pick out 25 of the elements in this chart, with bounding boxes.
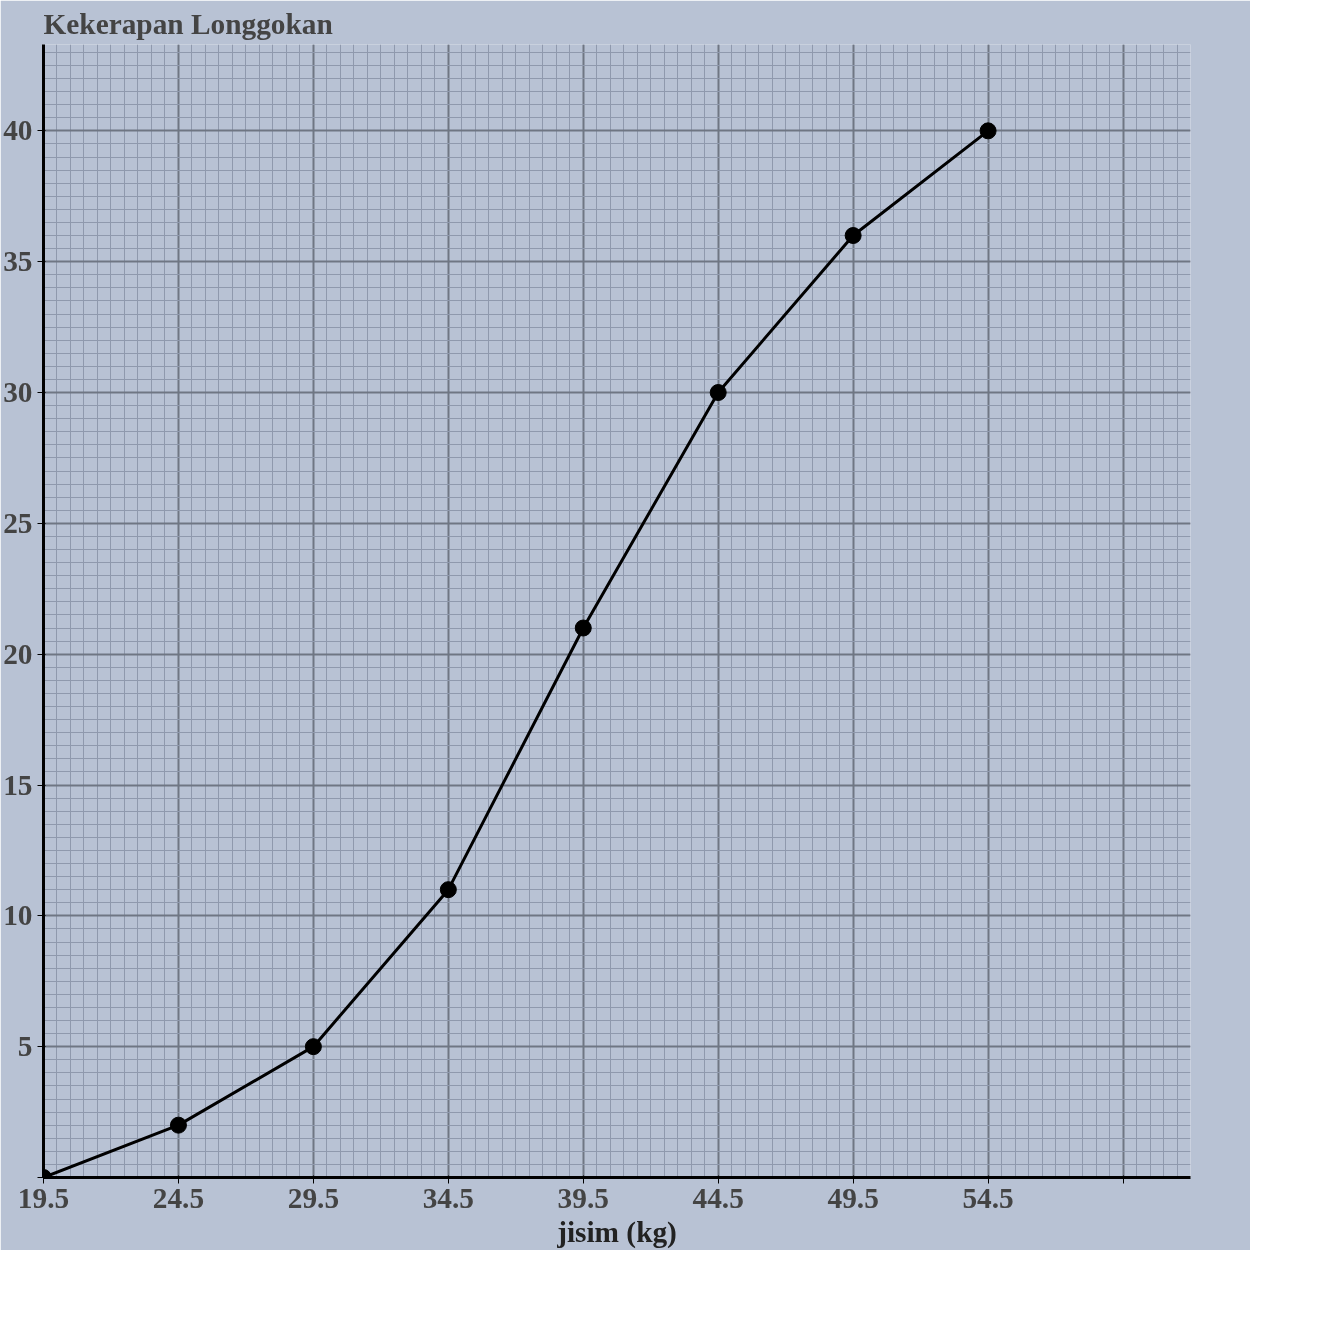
x-tick-label: 19.5: [17, 1181, 70, 1214]
point: [979, 122, 997, 140]
y-tick-label: 35: [3, 245, 33, 278]
x-tick-label: 24.5: [152, 1181, 205, 1214]
x-tick-label: 39.5: [557, 1181, 609, 1214]
point: [304, 1038, 322, 1056]
point: [439, 881, 457, 899]
x-tick-label: 54.5: [962, 1181, 1014, 1214]
point: [844, 227, 862, 244]
y-tick-label: 5: [17, 1030, 33, 1063]
y-tick-label: 30: [3, 376, 33, 409]
point: [574, 619, 592, 637]
y-axis-title: Kekerapan Longgokan: [43, 7, 333, 40]
x-tick-label: 29.5: [287, 1181, 340, 1214]
y-tick-label: 10: [3, 899, 33, 932]
y-tick-label: 40: [3, 114, 33, 147]
point: [709, 384, 727, 401]
y-tick-label: 25: [3, 506, 33, 539]
y-tick-label: 20: [3, 637, 33, 670]
x-tick-label: 49.5: [827, 1181, 879, 1214]
y-tick-label: 15: [3, 768, 33, 801]
x-axis-title: jisim (kg): [556, 1215, 677, 1249]
point: [169, 1116, 187, 1134]
x-tick-label: 34.5: [422, 1181, 474, 1214]
x-tick-label: 44.5: [692, 1181, 744, 1214]
